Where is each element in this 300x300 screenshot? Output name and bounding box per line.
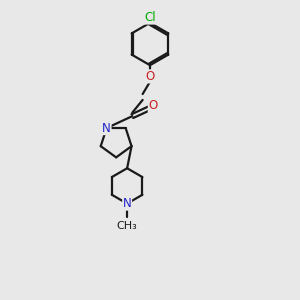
Text: N: N	[102, 122, 111, 135]
Text: O: O	[148, 99, 158, 112]
Text: Cl: Cl	[144, 11, 156, 24]
Text: N: N	[123, 197, 131, 210]
Text: O: O	[146, 70, 154, 83]
Text: CH₃: CH₃	[117, 221, 137, 231]
